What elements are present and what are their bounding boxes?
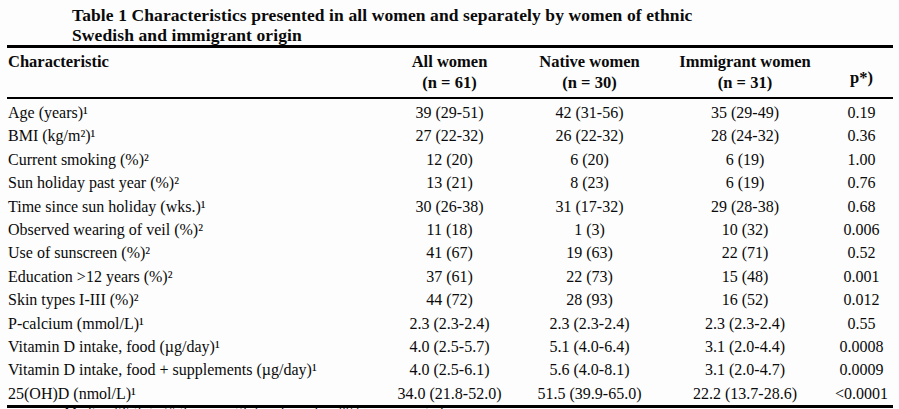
row-label: Vitamin D intake, food + supplements (µg… bbox=[7, 358, 380, 381]
cell-immigrant-women: 22 (71) bbox=[660, 241, 830, 264]
table-row: Vitamin D intake, food (µg/day)¹4.0 (2.5… bbox=[7, 335, 893, 358]
table-row: BMI (kg/m²)¹27 (22-32)26 (22-32)28 (24-3… bbox=[7, 124, 893, 147]
table-row: Sun holiday past year (%)²13 (21)8 (23)6… bbox=[7, 171, 893, 194]
row-label: Vitamin D intake, food (µg/day)¹ bbox=[7, 335, 380, 358]
table-row: Use of sunscreen (%)²41 (67)19 (63)22 (7… bbox=[7, 241, 893, 264]
table-row: Skin types I-III (%)²44 (72)28 (93)16 (5… bbox=[7, 288, 893, 311]
cell-native-women: 5.6 (4.0-8.1) bbox=[519, 358, 660, 381]
table-header: Characteristic All women (n = 61) Native… bbox=[7, 47, 893, 99]
table-row: Current smoking (%)²12 (20)6 (20)6 (19)1… bbox=[7, 148, 893, 171]
cell-p-value: 0.55 bbox=[830, 312, 893, 335]
cell-native-women: 19 (63) bbox=[519, 241, 660, 264]
header-all-women-line2: (n = 61) bbox=[380, 72, 519, 93]
table-title-line1: Table 1 Characteristics presented in all… bbox=[72, 5, 862, 25]
table-row: P-calcium (mmol/L)¹2.3 (2.3-2.4)2.3 (2.3… bbox=[7, 312, 893, 335]
header-p-value: p*) bbox=[830, 47, 893, 99]
cell-native-women: 28 (93) bbox=[519, 288, 660, 311]
table-row: Education >12 years (%)²37 (61)22 (73)15… bbox=[7, 265, 893, 288]
row-label: Time since sun holiday (wks.)¹ bbox=[7, 195, 380, 218]
characteristics-table: Characteristic All women (n = 61) Native… bbox=[7, 45, 893, 408]
row-label: P-calcium (mmol/L)¹ bbox=[7, 312, 380, 335]
cell-all-women: 30 (26-38) bbox=[380, 195, 519, 218]
cell-p-value: 0.012 bbox=[830, 288, 893, 311]
cell-native-women: 2.3 (2.3-2.4) bbox=[519, 312, 660, 335]
cell-p-value: 0.68 bbox=[830, 195, 893, 218]
table-row: Vitamin D intake, food + supplements (µg… bbox=[7, 358, 893, 381]
row-label: Observed wearing of veil (%)² bbox=[7, 218, 380, 241]
cell-native-women: 42 (31-56) bbox=[519, 98, 660, 124]
cell-all-women: 41 (67) bbox=[380, 241, 519, 264]
cell-immigrant-women: 2.3 (2.3-2.4) bbox=[660, 312, 830, 335]
cell-native-women: 5.1 (4.0-6.4) bbox=[519, 335, 660, 358]
cell-native-women: 6 (20) bbox=[519, 148, 660, 171]
header-all-women-line1: All women bbox=[380, 51, 519, 72]
header-characteristic: Characteristic bbox=[7, 47, 380, 99]
cell-p-value: 0.52 bbox=[830, 241, 893, 264]
cell-native-women: 51.5 (39.9-65.0) bbox=[519, 382, 660, 407]
cell-immigrant-women: 10 (32) bbox=[660, 218, 830, 241]
header-native-women: Native women (n = 30) bbox=[519, 47, 660, 99]
row-label: Use of sunscreen (%)² bbox=[7, 241, 380, 264]
cell-native-women: 31 (17-32) bbox=[519, 195, 660, 218]
cell-all-women: 12 (20) bbox=[380, 148, 519, 171]
cell-all-women: 44 (72) bbox=[380, 288, 519, 311]
table-row: Observed wearing of veil (%)²11 (18)1 (3… bbox=[7, 218, 893, 241]
cell-immigrant-women: 35 (29-49) bbox=[660, 98, 830, 124]
cell-native-women: 22 (73) bbox=[519, 265, 660, 288]
cell-native-women: 26 (22-32) bbox=[519, 124, 660, 147]
cell-all-women: 4.0 (2.5-5.7) bbox=[380, 335, 519, 358]
cell-immigrant-women: 15 (48) bbox=[660, 265, 830, 288]
row-label: Age (years)¹ bbox=[7, 98, 380, 124]
cell-all-women: 27 (22-32) bbox=[380, 124, 519, 147]
cell-p-value: 0.006 bbox=[830, 218, 893, 241]
cell-all-women: 39 (29-51) bbox=[380, 98, 519, 124]
cell-p-value: 0.19 bbox=[830, 98, 893, 124]
table-body: Age (years)¹39 (29-51)42 (31-56)35 (29-4… bbox=[7, 98, 893, 407]
cell-p-value: 0.001 bbox=[830, 265, 893, 288]
table-row: Time since sun holiday (wks.)¹30 (26-38)… bbox=[7, 195, 893, 218]
row-label: Sun holiday past year (%)² bbox=[7, 171, 380, 194]
table-footnote: Median (25th to 75th percentile) and num… bbox=[64, 403, 443, 409]
cell-immigrant-women: 6 (19) bbox=[660, 171, 830, 194]
cell-p-value: 0.36 bbox=[830, 124, 893, 147]
cell-p-value: <0.0001 bbox=[830, 382, 893, 407]
cell-all-women: 37 (61) bbox=[380, 265, 519, 288]
paper-page: Table 1 Characteristics presented in all… bbox=[0, 0, 899, 409]
row-label: Current smoking (%)² bbox=[7, 148, 380, 171]
header-row: Characteristic All women (n = 61) Native… bbox=[7, 47, 893, 99]
table-row: Age (years)¹39 (29-51)42 (31-56)35 (29-4… bbox=[7, 98, 893, 124]
cell-all-women: 4.0 (2.5-6.1) bbox=[380, 358, 519, 381]
row-label: BMI (kg/m²)¹ bbox=[7, 124, 380, 147]
header-native-women-line1: Native women bbox=[519, 51, 660, 72]
cell-native-women: 1 (3) bbox=[519, 218, 660, 241]
table-title: Table 1 Characteristics presented in all… bbox=[72, 5, 862, 45]
header-immigrant-women-line2: (n = 31) bbox=[660, 72, 830, 93]
cell-immigrant-women: 3.1 (2.0-4.7) bbox=[660, 358, 830, 381]
cell-all-women: 13 (21) bbox=[380, 171, 519, 194]
cell-immigrant-women: 29 (28-38) bbox=[660, 195, 830, 218]
cell-all-women: 11 (18) bbox=[380, 218, 519, 241]
cell-immigrant-women: 22.2 (13.7-28.6) bbox=[660, 382, 830, 407]
header-immigrant-women-line1: Immigrant women bbox=[660, 51, 830, 72]
cell-immigrant-women: 28 (24-32) bbox=[660, 124, 830, 147]
cell-native-women: 8 (23) bbox=[519, 171, 660, 194]
header-all-women: All women (n = 61) bbox=[380, 47, 519, 99]
table-title-line2: Swedish and immigrant origin bbox=[72, 25, 862, 45]
cell-p-value: 0.0009 bbox=[830, 358, 893, 381]
cell-p-value: 0.76 bbox=[830, 171, 893, 194]
header-native-women-line2: (n = 30) bbox=[519, 72, 660, 93]
cell-p-value: 0.0008 bbox=[830, 335, 893, 358]
cell-immigrant-women: 3.1 (2.0-4.4) bbox=[660, 335, 830, 358]
header-immigrant-women: Immigrant women (n = 31) bbox=[660, 47, 830, 99]
row-label: Education >12 years (%)² bbox=[7, 265, 380, 288]
cell-all-women: 2.3 (2.3-2.4) bbox=[380, 312, 519, 335]
cell-p-value: 1.00 bbox=[830, 148, 893, 171]
cell-immigrant-women: 16 (52) bbox=[660, 288, 830, 311]
row-label: Skin types I-III (%)² bbox=[7, 288, 380, 311]
cell-immigrant-women: 6 (19) bbox=[660, 148, 830, 171]
